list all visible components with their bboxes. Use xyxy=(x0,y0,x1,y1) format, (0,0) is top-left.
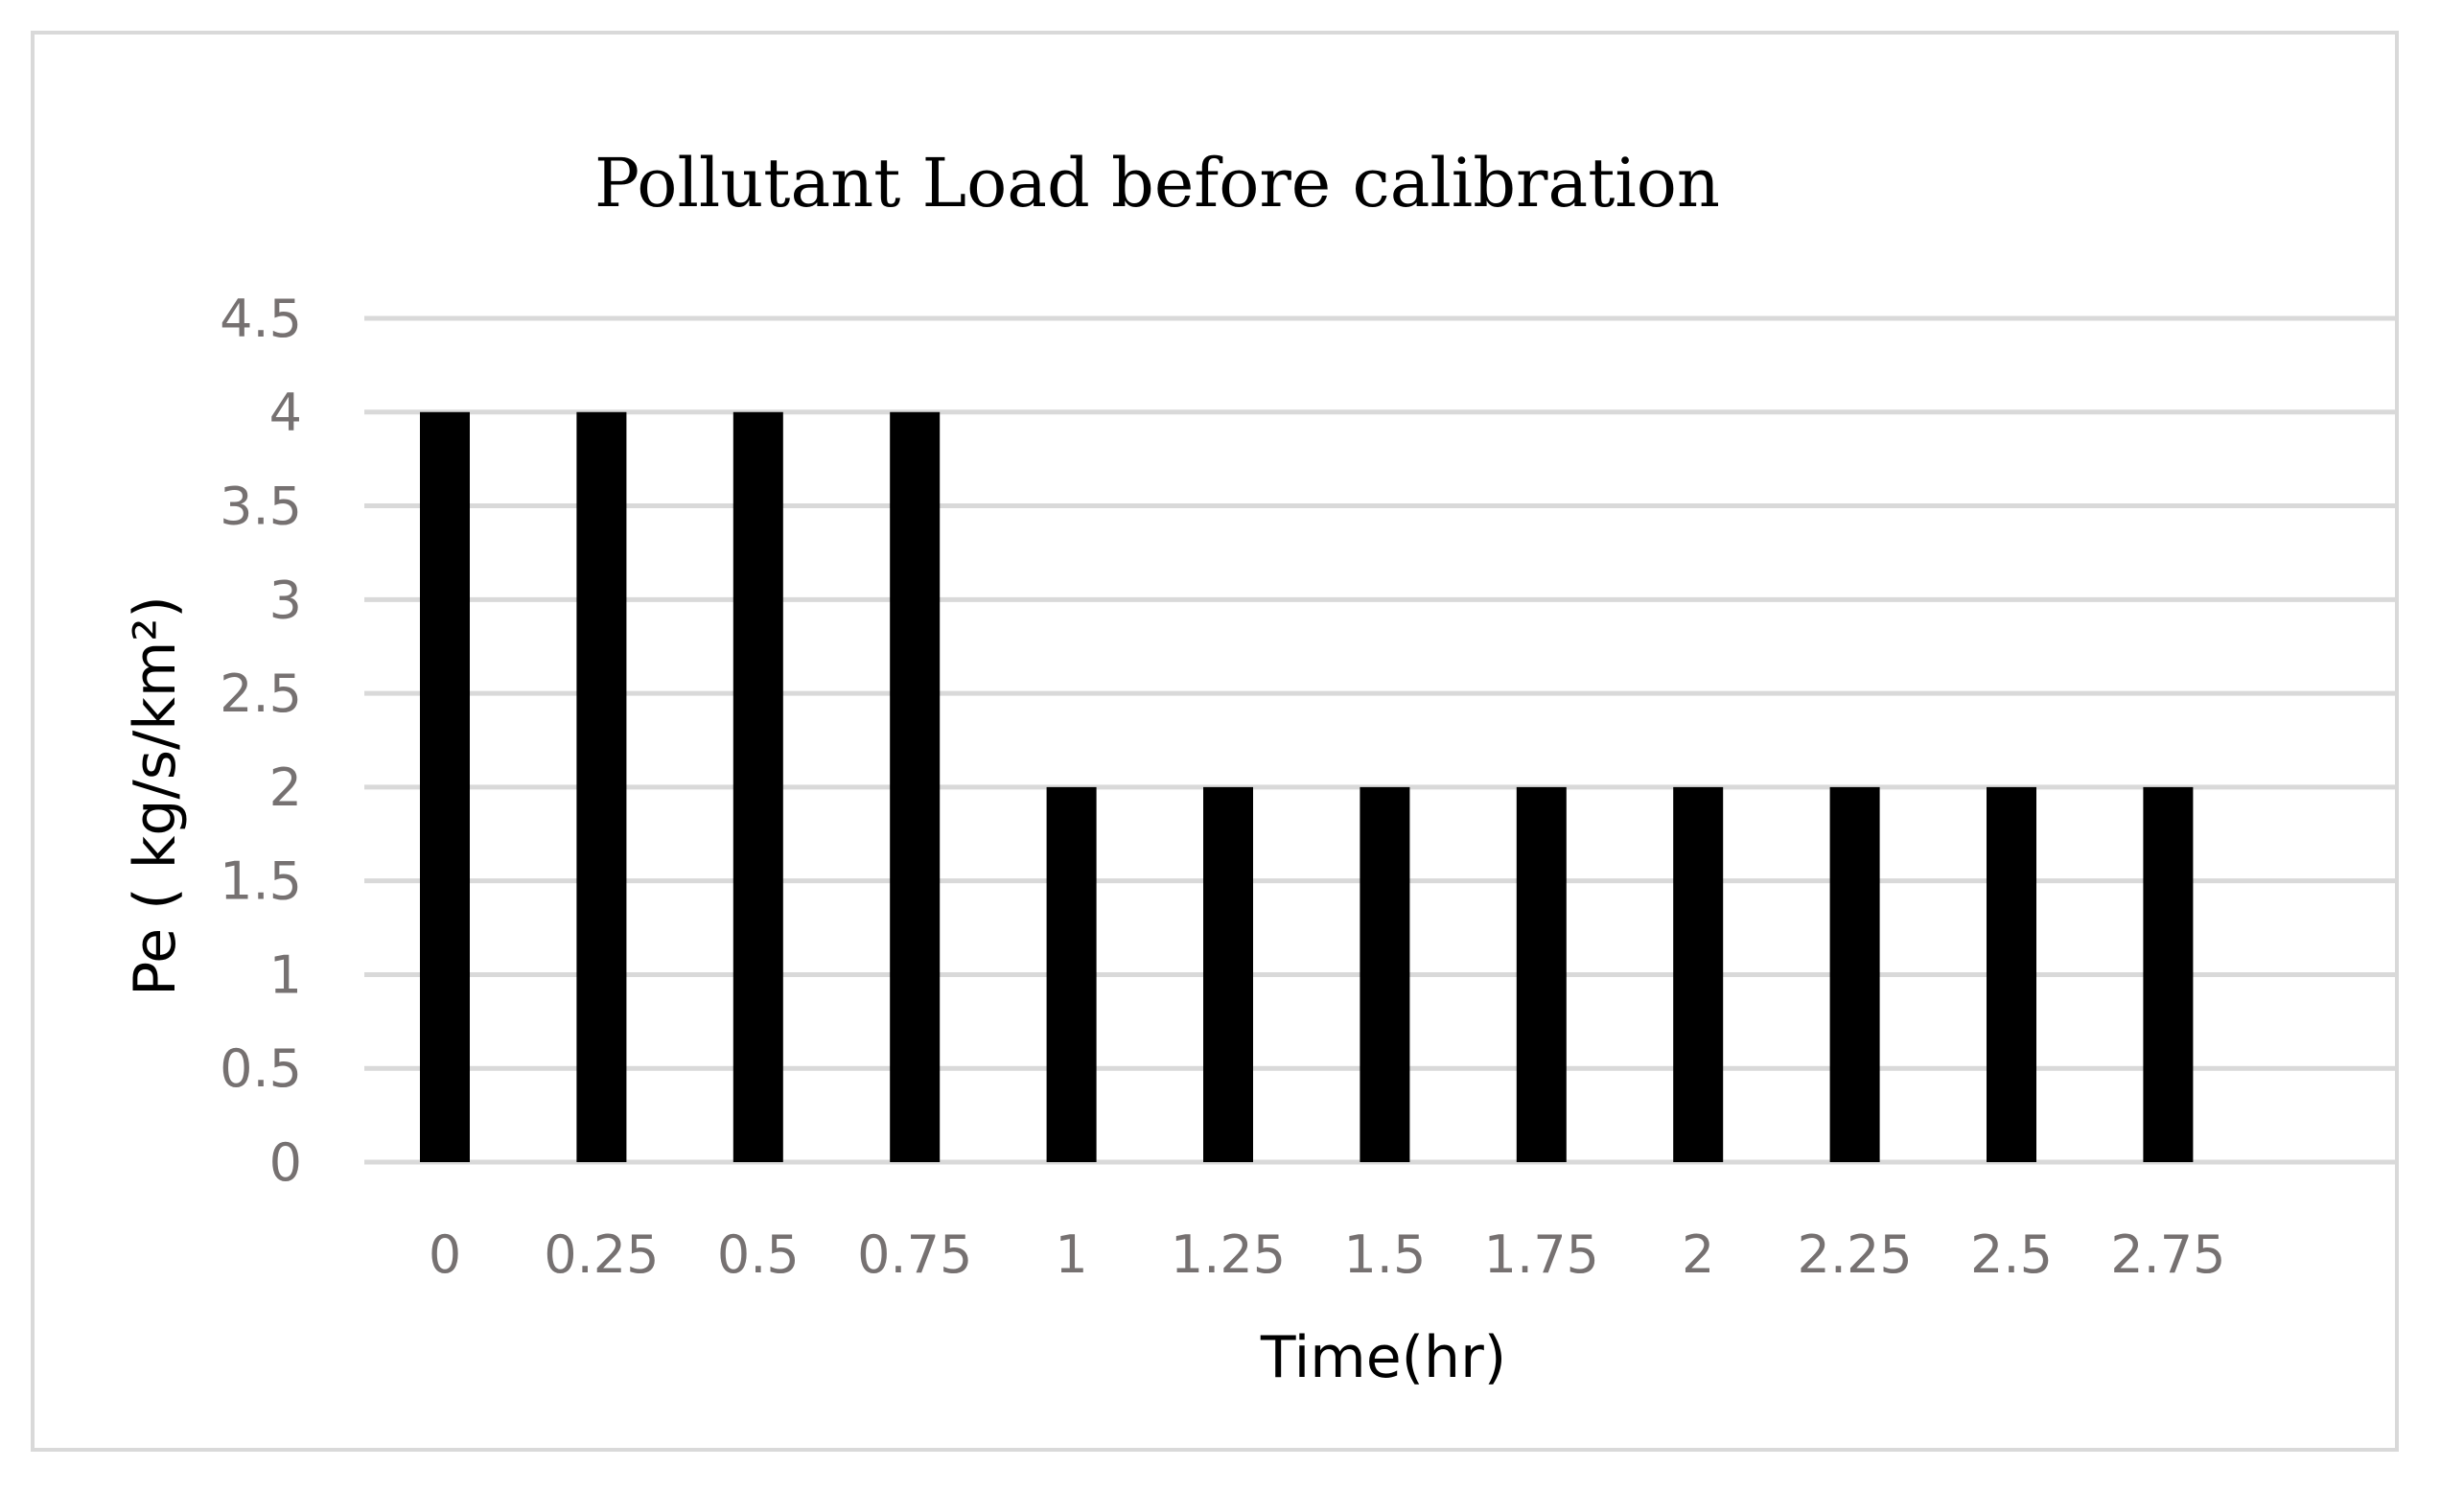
bar xyxy=(1046,786,1097,1162)
bar xyxy=(420,411,470,1162)
bars xyxy=(420,411,2194,1162)
x-tick-label: 1.75 xyxy=(1484,1224,1599,1285)
x-tick-label: 0.75 xyxy=(857,1224,972,1285)
y-tick-label: 4 xyxy=(269,383,302,443)
bar xyxy=(1829,786,1880,1162)
y-axis-label: Pe ( kg/s/km²) xyxy=(122,595,189,996)
y-tick-label: 1.5 xyxy=(220,851,302,912)
y-tick-label: 4.5 xyxy=(220,289,302,349)
x-tick-label: 2.5 xyxy=(1970,1224,2053,1285)
y-tick-label: 1 xyxy=(269,944,302,1005)
y-tick-label: 2 xyxy=(269,757,302,818)
x-tick-label: 2.25 xyxy=(1797,1224,1912,1285)
x-tick-label: 1 xyxy=(1055,1224,1087,1285)
bar xyxy=(890,411,941,1162)
bar xyxy=(576,411,627,1162)
x-tick-label: 2 xyxy=(1682,1224,1714,1285)
y-axis-ticks: 0 0.5 1 1.5 2 2.5 3 3.5 4 4.5 xyxy=(220,289,302,1193)
x-tick-label: 2.75 xyxy=(2110,1224,2225,1285)
x-axis-ticks: 0 0.25 0.5 0.75 1 1.25 1.5 1.75 2 2.25 2.5 2.75 xyxy=(429,1224,2226,1285)
bar xyxy=(1360,786,1410,1162)
bar xyxy=(1987,786,2036,1162)
bar xyxy=(1203,786,1253,1162)
x-tick-label: 1.25 xyxy=(1171,1224,1286,1285)
bar xyxy=(1516,786,1567,1162)
chart-title: Pollutant Load before calibration xyxy=(594,144,1720,222)
x-tick-label: 1.5 xyxy=(1343,1224,1426,1285)
x-tick-label: 0 xyxy=(429,1224,461,1285)
y-tick-label: 3.5 xyxy=(220,477,302,537)
bar xyxy=(1673,786,1724,1162)
bar xyxy=(2143,786,2194,1162)
x-tick-label: 0.25 xyxy=(544,1224,659,1285)
y-tick-label: 2.5 xyxy=(220,664,302,724)
gridlines xyxy=(364,315,2397,1165)
x-tick-label: 0.5 xyxy=(717,1224,800,1285)
x-axis-label: Time(hr) xyxy=(1260,1324,1506,1391)
y-tick-label: 0.5 xyxy=(220,1038,302,1099)
y-tick-label: 3 xyxy=(269,570,302,630)
y-tick-label: 0 xyxy=(269,1132,302,1193)
bar xyxy=(732,411,783,1162)
